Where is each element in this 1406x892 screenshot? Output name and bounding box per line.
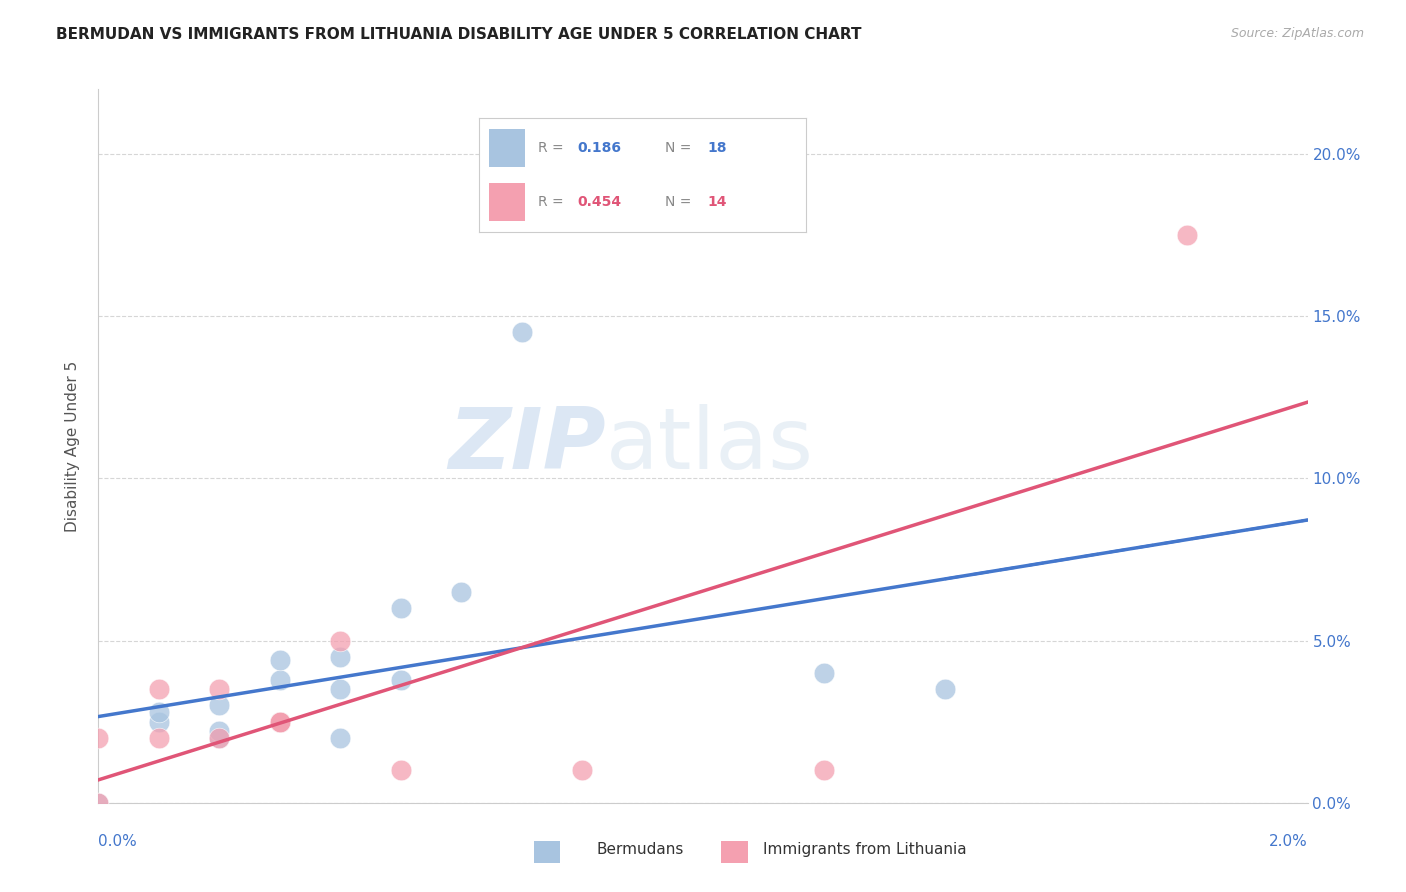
Point: [87, 731, 110, 745]
Y-axis label: Disability Age Under 5: Disability Age Under 5: [65, 360, 80, 532]
Point: [329, 649, 352, 664]
Point: [813, 764, 835, 778]
Point: [389, 601, 412, 615]
Point: [329, 731, 352, 745]
Point: [510, 326, 533, 340]
Point: [269, 714, 291, 729]
Point: [148, 682, 170, 697]
Text: Immigrants from Lithuania: Immigrants from Lithuania: [763, 842, 966, 856]
Point: [571, 764, 593, 778]
Text: atlas: atlas: [606, 404, 814, 488]
Point: [813, 666, 835, 681]
Point: [208, 682, 231, 697]
Point: [148, 731, 170, 745]
Point: [269, 714, 291, 729]
Point: [269, 714, 291, 729]
Point: [208, 731, 231, 745]
Point: [208, 731, 231, 745]
Point: [389, 764, 412, 778]
Point: [269, 714, 291, 729]
Point: [87, 796, 110, 810]
Point: [269, 653, 291, 667]
Point: [87, 796, 110, 810]
Point: [450, 585, 472, 599]
Point: [389, 673, 412, 687]
Point: [1175, 228, 1198, 243]
Text: 0.0%: 0.0%: [98, 834, 138, 849]
Text: BERMUDAN VS IMMIGRANTS FROM LITHUANIA DISABILITY AGE UNDER 5 CORRELATION CHART: BERMUDAN VS IMMIGRANTS FROM LITHUANIA DI…: [56, 27, 862, 42]
Text: Bermudans: Bermudans: [596, 842, 683, 856]
Point: [208, 698, 231, 713]
Point: [148, 705, 170, 719]
Point: [208, 724, 231, 739]
Text: 2.0%: 2.0%: [1268, 834, 1308, 849]
Text: ZIP: ZIP: [449, 404, 606, 488]
Point: [148, 714, 170, 729]
Point: [269, 673, 291, 687]
Point: [329, 682, 352, 697]
Text: Source: ZipAtlas.com: Source: ZipAtlas.com: [1230, 27, 1364, 40]
Point: [934, 682, 956, 697]
Point: [329, 633, 352, 648]
